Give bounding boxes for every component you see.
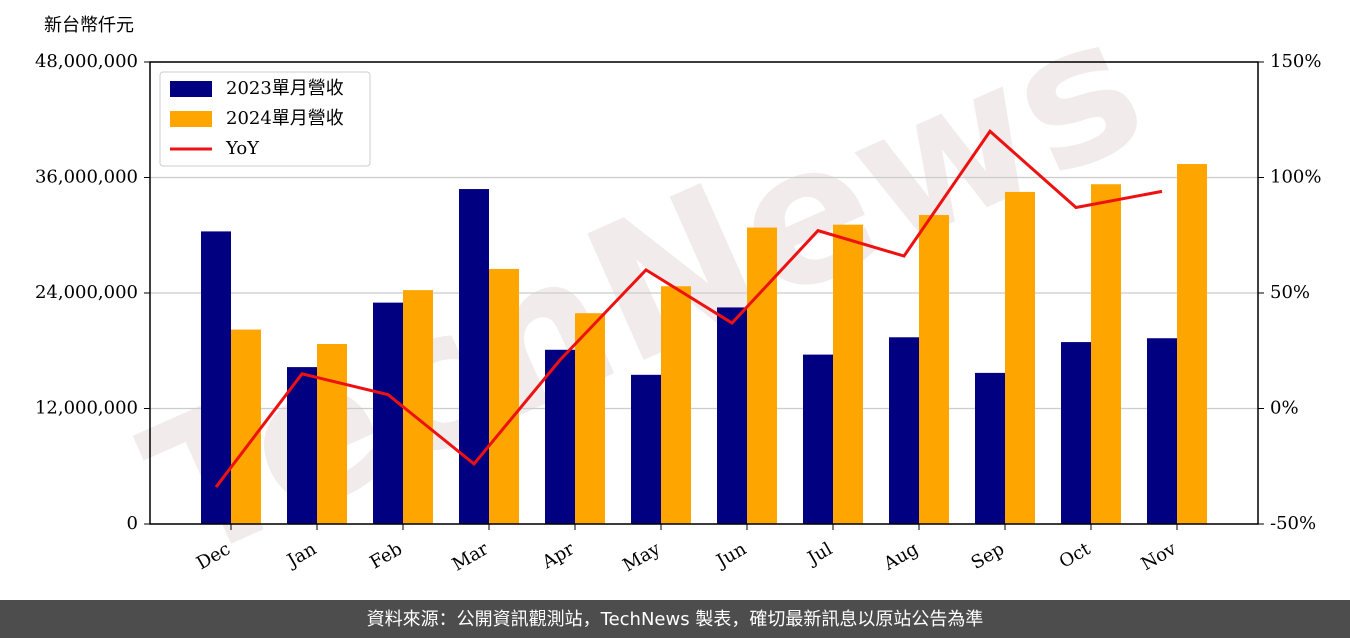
bar [1061, 342, 1091, 524]
x-tick-label: Jul [802, 538, 836, 570]
x-tick-label: Jun [711, 538, 750, 573]
bar [833, 224, 863, 524]
footer-text: 資料來源：公開資訊觀測站，TechNews 製表，確切最新訊息以原站公告為準 [367, 609, 984, 630]
bar [575, 313, 605, 524]
y2-tick-label: 50% [1270, 282, 1310, 303]
bar [1091, 184, 1121, 525]
bar [1177, 164, 1207, 524]
y-tick-label: 36,000,000 [35, 167, 138, 188]
legend-swatch [170, 81, 212, 97]
x-tick-label: May [619, 538, 664, 576]
y2-tick-label: 0% [1270, 398, 1299, 419]
bar [287, 367, 317, 524]
line [214, 129, 1163, 488]
bar [1147, 338, 1177, 524]
bar [231, 329, 261, 524]
bar [1005, 191, 1035, 524]
x-tick-label: Aug [879, 538, 922, 575]
y-tick-label: 0 [127, 513, 138, 534]
x-tick-label: Sep [968, 538, 1008, 573]
bar [201, 231, 231, 524]
bar [545, 349, 575, 524]
y2-tick-label: 100% [1270, 167, 1321, 188]
bar [975, 372, 1005, 524]
x-tick-label: Feb [366, 538, 406, 573]
bar [803, 354, 833, 524]
legend-label: 2023單月營收 [226, 78, 344, 99]
y-axis-label: 新台幣仟元 [44, 15, 134, 36]
y2-tick-label: -50% [1270, 513, 1316, 534]
bar [631, 374, 661, 524]
bar [889, 337, 919, 524]
legend-swatch [170, 111, 212, 127]
x-tick-label: Apr [538, 538, 578, 573]
legend-label: YoY [225, 138, 260, 159]
y-tick-label: 24,000,000 [35, 282, 138, 303]
bar [373, 302, 403, 524]
y2-tick-label: 150% [1270, 51, 1321, 72]
legend-box [159, 71, 371, 167]
x-tick-label: Nov [1138, 538, 1181, 575]
x-tick-label: Mar [449, 538, 493, 575]
bar [919, 215, 949, 524]
bar [459, 189, 489, 525]
y-tick-label: 12,000,000 [35, 398, 138, 419]
bar [317, 344, 347, 524]
bar [747, 227, 777, 525]
footer-bar [0, 600, 1350, 638]
bar [489, 268, 519, 524]
bar [403, 290, 433, 524]
plot-frame [149, 61, 1259, 525]
bar [661, 286, 691, 524]
legend-label: 2024單月營收 [226, 108, 344, 129]
bar [717, 307, 747, 524]
x-tick-label: Oct [1056, 538, 1095, 573]
y-tick-label: 48,000,000 [35, 51, 138, 72]
